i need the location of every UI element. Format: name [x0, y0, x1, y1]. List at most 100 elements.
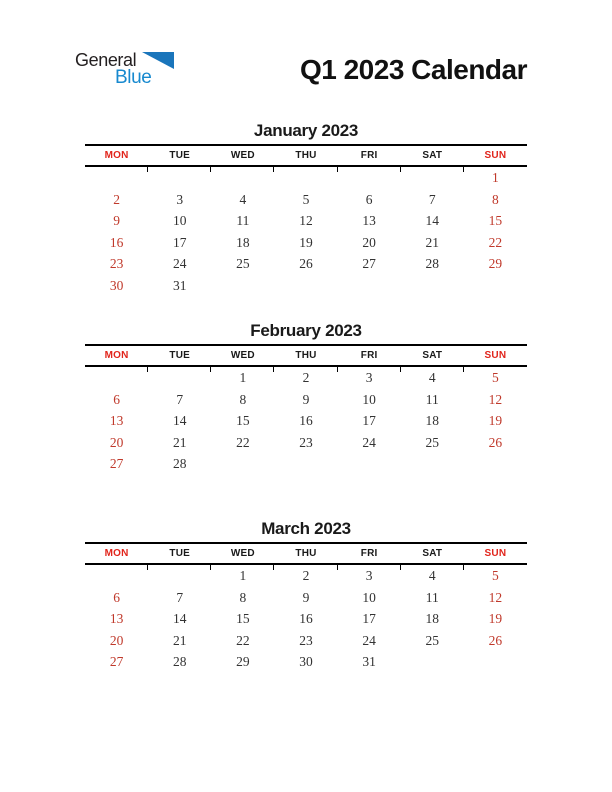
month-title: March 2023 [261, 519, 351, 538]
day-cell: 27 [109, 654, 124, 669]
day-cell: 21 [172, 632, 187, 648]
empty-day-cell [401, 453, 464, 475]
empty-day-cell [211, 275, 274, 297]
column-divider-tick [274, 367, 338, 372]
day-cell: 24 [362, 434, 376, 450]
day-cell: 21 [425, 234, 440, 250]
day-cell: 20 [109, 434, 124, 450]
empty-day-cell [85, 167, 148, 189]
empty-day-cell [85, 565, 148, 587]
column-divider-tick [211, 167, 275, 172]
day-cell: 5 [302, 191, 310, 207]
weekday-label-sat: SAT [422, 548, 443, 559]
column-divider-tick [211, 565, 275, 570]
day-cell: 17 [172, 234, 187, 250]
day-cell: 25 [425, 632, 440, 648]
day-cell: 23 [109, 256, 124, 271]
day-cell: 15 [488, 213, 503, 228]
day-cell: 12 [488, 589, 503, 605]
column-tick-row [85, 167, 527, 172]
day-cell: 16 [299, 413, 313, 428]
column-divider-tick [401, 167, 464, 172]
empty-day-cell [211, 453, 274, 475]
empty-day-cell [148, 565, 211, 587]
weekday-label-sat: SAT [422, 150, 443, 161]
column-divider-tick [338, 565, 401, 570]
day-cell: 3 [365, 370, 373, 385]
weekday-label-thu: THU [295, 150, 317, 161]
day-cell: 28 [425, 256, 440, 271]
empty-day-cell [464, 453, 527, 475]
empty-day-cell [274, 275, 337, 297]
day-cell: 10 [362, 391, 376, 407]
column-divider-tick [148, 367, 212, 372]
column-divider-tick [85, 367, 149, 372]
day-cell: 6 [113, 589, 120, 605]
day-cell: 3 [365, 568, 373, 583]
day-cell: 21 [172, 434, 187, 450]
day-cell: 2 [302, 568, 310, 583]
day-cell: 7 [428, 191, 436, 207]
weekday-label-wed: WED [230, 150, 255, 161]
column-divider-tick [338, 367, 401, 372]
day-cell: 18 [425, 611, 440, 626]
weekday-label-sun: SUN [484, 350, 507, 361]
column-tick-row [85, 367, 527, 372]
column-divider-tick [401, 367, 464, 372]
day-cell: 1 [492, 170, 499, 185]
day-cell: 31 [362, 654, 376, 669]
day-cell: 13 [109, 611, 124, 626]
day-cell: 9 [113, 213, 120, 228]
day-grid: 1 2 3 4 5 6 7 8 9 10 11 12 13 14 15 16 17 18 19 20 21 22 23 24 2… [85, 565, 527, 673]
day-cell: 25 [236, 256, 250, 271]
logo-triangle-icon [142, 52, 174, 69]
day-cell: 14 [172, 611, 187, 626]
weekday-header-row: MON TUE WED THU FRI SAT SUN [85, 344, 527, 367]
day-cell: 23 [299, 434, 313, 450]
empty-day-cell [401, 167, 464, 189]
day-cell: 19 [488, 413, 503, 428]
day-cell: 10 [362, 589, 376, 605]
day-cell: 20 [362, 234, 376, 250]
page-title: Q1 2023 Calendar [299, 54, 528, 85]
weekday-label-sat: SAT [422, 350, 443, 361]
day-cell: 26 [488, 632, 503, 648]
general-blue-logo: General Blue [75, 50, 185, 90]
day-cell: 28 [172, 456, 187, 471]
empty-day-cell [338, 275, 401, 297]
empty-day-cell [148, 167, 211, 189]
day-cell: 15 [236, 413, 250, 428]
day-cell: 2 [113, 191, 120, 207]
weekday-label-mon: MON [104, 350, 129, 361]
column-divider-tick [148, 167, 212, 172]
empty-day-cell [85, 367, 148, 389]
day-cell: 27 [109, 456, 124, 471]
empty-day-cell [464, 275, 527, 297]
empty-day-cell [338, 453, 401, 475]
weekday-label-fri: FRI [360, 350, 378, 361]
weekday-label-wed: WED [230, 350, 255, 361]
day-cell: 14 [172, 413, 187, 428]
day-cell: 4 [428, 370, 436, 385]
weekday-label-thu: THU [295, 548, 317, 559]
day-cell: 1 [239, 568, 247, 583]
logo-text-general: General [75, 50, 137, 70]
day-cell: 3 [176, 191, 184, 207]
day-cell: 9 [302, 391, 310, 407]
empty-day-cell [274, 167, 337, 189]
day-cell: 25 [425, 434, 440, 450]
weekday-label-wed: WED [230, 548, 255, 559]
day-cell: 8 [492, 191, 499, 207]
day-cell: 27 [362, 256, 376, 271]
day-cell: 7 [176, 391, 184, 407]
day-cell: 5 [492, 568, 499, 583]
day-cell: 2 [302, 370, 310, 385]
column-divider-tick [85, 167, 149, 172]
day-cell: 12 [488, 391, 503, 407]
day-cell: 20 [109, 632, 124, 648]
day-cell: 22 [236, 434, 250, 450]
day-grid: 1 2 3 4 5 6 7 8 9 10 11 12 13 14 15 16 17 18 19 20 21 22 23 24 2… [85, 367, 527, 475]
